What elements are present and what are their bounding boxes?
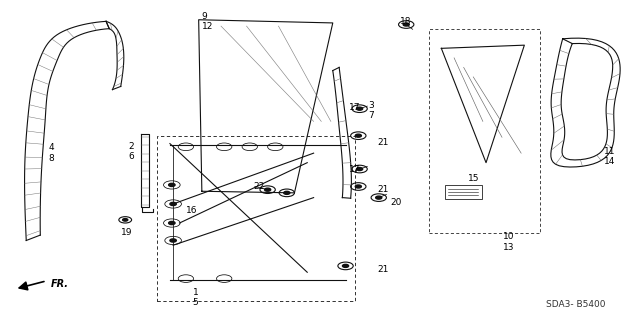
Text: 4
8: 4 8 — [49, 144, 54, 163]
Text: 21: 21 — [378, 137, 389, 146]
Text: 1
5: 1 5 — [193, 288, 198, 308]
Text: 10
13: 10 13 — [502, 232, 514, 252]
Bar — [429, 29, 540, 233]
Text: 22: 22 — [253, 182, 265, 191]
Text: SDA3- B5400: SDA3- B5400 — [546, 300, 605, 309]
Text: 21: 21 — [378, 264, 389, 274]
Circle shape — [284, 191, 290, 194]
Text: 19: 19 — [122, 228, 133, 237]
Text: 17: 17 — [349, 103, 360, 112]
Text: 2
6: 2 6 — [129, 142, 134, 161]
Circle shape — [356, 107, 363, 110]
Bar — [157, 136, 355, 301]
Circle shape — [355, 185, 362, 188]
Circle shape — [170, 202, 176, 205]
Bar — [445, 185, 481, 199]
Text: FR.: FR. — [51, 279, 68, 289]
Circle shape — [169, 183, 175, 187]
Circle shape — [356, 167, 363, 171]
Circle shape — [403, 23, 409, 26]
Circle shape — [342, 264, 349, 267]
Text: 16: 16 — [186, 206, 197, 215]
Text: 21: 21 — [378, 185, 389, 194]
Circle shape — [376, 196, 382, 199]
Circle shape — [170, 239, 176, 242]
Text: 15: 15 — [467, 174, 479, 183]
Text: 11
14: 11 14 — [604, 147, 616, 166]
Circle shape — [169, 221, 175, 225]
Text: 20: 20 — [390, 198, 402, 207]
Text: 18: 18 — [400, 17, 412, 26]
Circle shape — [355, 134, 362, 137]
Circle shape — [264, 188, 271, 191]
Circle shape — [123, 219, 128, 221]
Text: 9
12: 9 12 — [202, 11, 213, 31]
Text: 3
7: 3 7 — [368, 100, 374, 120]
Text: 17: 17 — [349, 165, 360, 174]
